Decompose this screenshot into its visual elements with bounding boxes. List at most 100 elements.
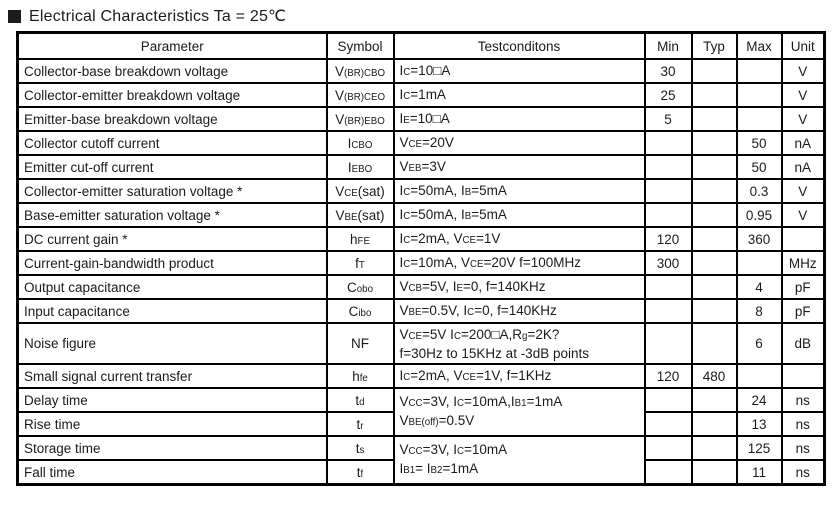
max-cell: 125	[735, 435, 783, 461]
unit-cell: nA	[780, 154, 826, 180]
table-row: Storage time ts VCC=3V, IC=10mA IB1= IB2=1m…	[16, 435, 826, 486]
unit-cell: nA	[780, 130, 826, 156]
subscript: (BR)CBO	[343, 67, 386, 79]
section-bullet-icon	[8, 9, 21, 23]
unit-cell	[780, 226, 826, 252]
subscript: E	[456, 282, 463, 294]
parameter-cell: Collector-base breakdown voltage	[16, 58, 328, 84]
subscript: FE	[357, 235, 370, 247]
max-cell	[735, 250, 783, 276]
test-condition-cell: VCE=5V IC=200□A,Rg=2K? f=30Hz to 15KHz at…	[392, 322, 646, 365]
parameter-cell: Collector cutoff current	[16, 130, 328, 156]
table-row: Collector-base breakdown voltage V(BR)CBO…	[16, 58, 826, 84]
parameter-cell: Delay time	[16, 387, 328, 413]
symbol-cell: tr	[325, 411, 395, 437]
max-cell: 11	[735, 459, 783, 486]
subscript: f	[360, 468, 364, 480]
subscript: B1	[514, 398, 527, 409]
test-condition-cell: IC=2mA, VCE=1V	[392, 226, 646, 252]
table-row: Base-emitter saturation voltage * VBE(sat…	[16, 202, 826, 228]
unit-cell: ns	[780, 411, 826, 437]
max-cell: 24	[735, 387, 783, 413]
max-cell	[735, 58, 783, 84]
max-cell: 13	[735, 411, 783, 437]
symbol-cell: V(BR)CEO	[325, 82, 395, 108]
subscript: C	[403, 210, 411, 222]
min-cell: 25	[643, 82, 693, 108]
table-row: Collector-emitter saturation voltage * VC…	[16, 178, 826, 204]
table-header-row: Parameter Symbol Testconditons Min Typ M…	[16, 31, 826, 60]
subscript: EBO	[351, 163, 373, 175]
section-title: Electrical Characteristics Ta = 25℃	[8, 6, 286, 26]
subscript: C	[467, 306, 475, 318]
min-cell	[643, 411, 693, 437]
subscript: B	[464, 210, 472, 222]
test-condition-line: IC=50mA, IB=5mA	[399, 182, 507, 198]
typ-cell	[690, 298, 738, 324]
test-condition-line: f=30Hz to 15KHz at -3dB points	[399, 345, 589, 361]
table-row: Input capacitance Cibo VBE=0.5V, IC=0, f=1…	[16, 298, 826, 324]
page-title: Electrical Characteristics Ta = 25℃	[29, 8, 287, 25]
table-row: Output capacitance Cobo VCB=5V, IE=0, f=14…	[16, 274, 826, 300]
subscript: EB	[408, 162, 422, 174]
subscript: C	[403, 258, 411, 270]
table-row: Collector-emitter breakdown voltage V(BR)…	[16, 82, 826, 108]
subscript: B1	[403, 465, 416, 476]
subscript: obo	[356, 283, 373, 295]
min-cell	[643, 202, 693, 228]
min-cell	[643, 130, 693, 156]
test-condition-line: VCB=5V, IE=0, f=140KHz	[399, 278, 546, 294]
typ-cell	[690, 274, 738, 300]
subscript: CE	[408, 138, 423, 150]
subscript: d	[359, 396, 365, 408]
subscript: (BR)CEO	[343, 91, 386, 103]
table-row: Current-gain-bandwidth product fT IC=10mA,…	[16, 250, 826, 276]
symbol-cell: ts	[325, 435, 395, 461]
test-condition-cell: IC=10mA, VCE=20V f=100MHz	[392, 250, 646, 276]
parameter-cell: Input capacitance	[16, 298, 328, 324]
subscript: CC	[408, 398, 423, 409]
test-condition-cell: IC=1mA	[392, 82, 646, 108]
test-condition-line: IE=10□A	[399, 110, 450, 126]
subscript: CE	[408, 330, 423, 342]
test-condition-cell: IE=10□A	[392, 106, 646, 132]
test-condition-line: VCE=20V	[399, 134, 454, 150]
subscript: CB	[408, 282, 423, 294]
subscript: g	[522, 330, 528, 342]
parameter-cell: Output capacitance	[16, 274, 328, 300]
subscript: BE	[408, 306, 422, 318]
min-cell	[643, 387, 693, 413]
parameter-cell: DC current gain *	[16, 226, 328, 252]
max-cell: 6	[735, 322, 783, 365]
max-cell	[735, 106, 783, 132]
min-cell	[643, 435, 693, 461]
subscript: B2	[430, 465, 443, 476]
typ-cell	[690, 387, 738, 413]
parameter-cell: Collector-emitter saturation voltage *	[16, 178, 328, 204]
table-row: Collector cutoff current ICBO VCE=20V 50 nA	[16, 130, 826, 156]
symbol-cell: Cobo	[325, 274, 395, 300]
parameter-cell: Rise time	[16, 411, 328, 437]
unit-cell: V	[780, 106, 826, 132]
max-cell: 360	[735, 226, 783, 252]
test-condition-line: VBE(off)=0.5V	[399, 413, 475, 428]
subscript: C	[403, 66, 411, 78]
test-condition-line: IC=2mA, VCE=1V	[399, 230, 501, 246]
typ-cell	[690, 178, 738, 204]
table-row: Fall time tf 11 ns	[16, 459, 826, 486]
max-cell: 4	[735, 274, 783, 300]
test-condition-line: IC=2mA, VCE=1V, f=1KHz	[399, 367, 552, 383]
min-cell	[643, 459, 693, 486]
table-row: Emitter cut-off current IEBO VEB=3V 50 nA	[16, 154, 826, 180]
test-condition-cell: IC=10□A	[392, 58, 646, 84]
subscript: C	[403, 186, 411, 198]
header-testconditions: Testconditons	[392, 31, 646, 60]
parameter-cell: Small signal current transfer	[16, 363, 328, 389]
typ-cell	[690, 154, 738, 180]
subscript: (BR)EBO	[344, 115, 385, 127]
typ-cell	[690, 250, 738, 276]
test-condition-cell: VBE=0.5V, IC=0, f=140KHz	[392, 298, 646, 324]
table-body: Collector-base breakdown voltage V (BR)CBO…	[16, 58, 826, 486]
table-row: Noise figure NF VCE=5V IC=200□A,Rg=2K? f=30…	[16, 322, 826, 365]
test-condition-line: VBE=0.5V, IC=0, f=140KHz	[399, 302, 557, 318]
